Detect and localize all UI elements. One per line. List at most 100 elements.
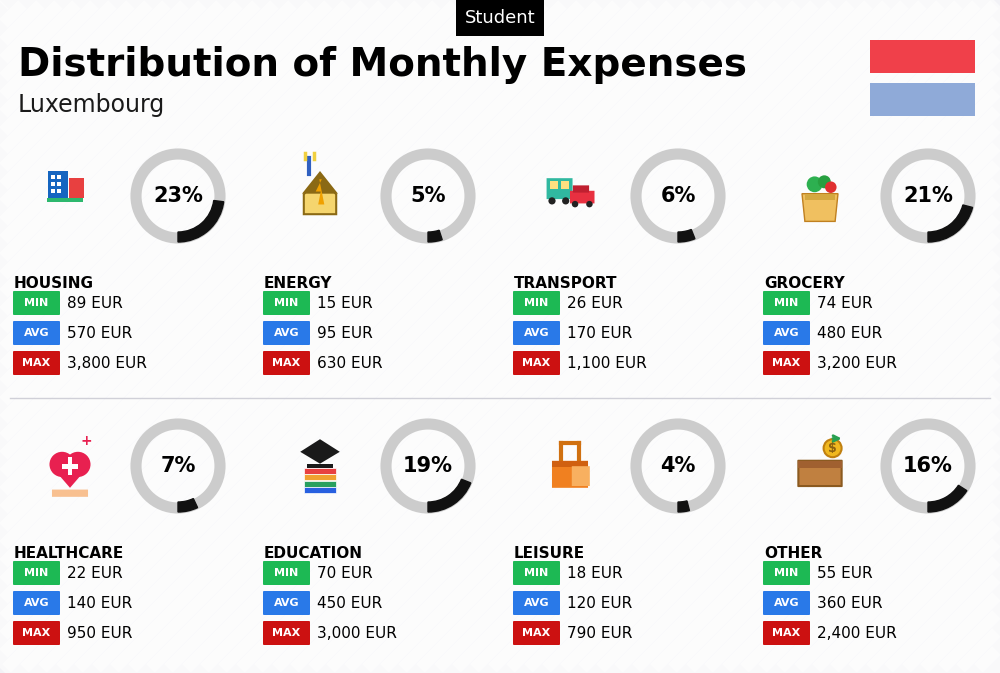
FancyBboxPatch shape: [798, 461, 842, 468]
Text: 1,100 EUR: 1,100 EUR: [567, 355, 647, 371]
Wedge shape: [178, 201, 224, 242]
FancyBboxPatch shape: [805, 194, 835, 200]
FancyBboxPatch shape: [763, 351, 810, 375]
Text: 16%: 16%: [903, 456, 953, 476]
Text: 22 EUR: 22 EUR: [67, 565, 123, 581]
Text: AVG: AVG: [24, 598, 49, 608]
Text: 95 EUR: 95 EUR: [317, 326, 373, 341]
Text: 89 EUR: 89 EUR: [67, 295, 123, 310]
Text: 570 EUR: 570 EUR: [67, 326, 132, 341]
FancyBboxPatch shape: [263, 591, 310, 615]
Text: 15 EUR: 15 EUR: [317, 295, 373, 310]
Text: GROCERY: GROCERY: [764, 276, 845, 291]
Text: 19%: 19%: [403, 456, 453, 476]
Wedge shape: [928, 205, 973, 242]
Text: MIN: MIN: [774, 298, 799, 308]
FancyBboxPatch shape: [304, 474, 336, 481]
FancyBboxPatch shape: [57, 189, 61, 193]
Text: 140 EUR: 140 EUR: [67, 596, 132, 610]
Wedge shape: [928, 485, 967, 512]
FancyBboxPatch shape: [552, 461, 588, 467]
Text: 21%: 21%: [903, 186, 953, 206]
Text: OTHER: OTHER: [764, 546, 822, 561]
Text: MAX: MAX: [22, 358, 51, 368]
Circle shape: [586, 201, 593, 207]
FancyBboxPatch shape: [57, 182, 61, 186]
FancyBboxPatch shape: [48, 171, 68, 198]
Polygon shape: [51, 466, 89, 488]
Polygon shape: [802, 194, 838, 221]
Text: MIN: MIN: [24, 568, 49, 578]
Text: 790 EUR: 790 EUR: [567, 625, 632, 641]
FancyBboxPatch shape: [304, 468, 336, 474]
Text: +: +: [80, 434, 92, 448]
FancyBboxPatch shape: [13, 621, 60, 645]
Text: MIN: MIN: [24, 298, 49, 308]
FancyBboxPatch shape: [68, 457, 72, 475]
FancyBboxPatch shape: [513, 291, 560, 315]
FancyBboxPatch shape: [573, 185, 589, 192]
FancyBboxPatch shape: [263, 561, 310, 585]
Text: 70 EUR: 70 EUR: [317, 565, 373, 581]
Text: 18 EUR: 18 EUR: [567, 565, 623, 581]
Text: MAX: MAX: [772, 628, 801, 638]
Text: MIN: MIN: [274, 568, 299, 578]
Text: MIN: MIN: [524, 298, 549, 308]
FancyBboxPatch shape: [513, 591, 560, 615]
Text: 3,000 EUR: 3,000 EUR: [317, 625, 397, 641]
Text: EDUCATION: EDUCATION: [264, 546, 363, 561]
Text: Distribution of Monthly Expenses: Distribution of Monthly Expenses: [18, 46, 747, 84]
Text: MAX: MAX: [272, 358, 301, 368]
FancyBboxPatch shape: [513, 561, 560, 585]
Circle shape: [807, 176, 823, 192]
Circle shape: [818, 176, 831, 188]
FancyBboxPatch shape: [870, 40, 975, 73]
Circle shape: [562, 197, 569, 205]
Text: 7%: 7%: [160, 456, 196, 476]
Text: HOUSING: HOUSING: [14, 276, 94, 291]
Circle shape: [65, 452, 91, 477]
Text: 5%: 5%: [410, 186, 446, 206]
Text: Student: Student: [465, 9, 535, 27]
FancyBboxPatch shape: [763, 561, 810, 585]
FancyBboxPatch shape: [763, 321, 810, 345]
Polygon shape: [300, 439, 340, 464]
Text: Luxembourg: Luxembourg: [18, 93, 165, 117]
Text: AVG: AVG: [274, 328, 299, 338]
Wedge shape: [428, 479, 471, 512]
FancyBboxPatch shape: [870, 83, 975, 116]
Text: MAX: MAX: [22, 628, 51, 638]
Text: 74 EUR: 74 EUR: [817, 295, 873, 310]
FancyBboxPatch shape: [570, 190, 594, 203]
Text: 55 EUR: 55 EUR: [817, 565, 873, 581]
Polygon shape: [304, 174, 336, 214]
Text: HEALTHCARE: HEALTHCARE: [14, 546, 124, 561]
Text: 170 EUR: 170 EUR: [567, 326, 632, 341]
FancyBboxPatch shape: [763, 291, 810, 315]
FancyBboxPatch shape: [550, 181, 558, 188]
Text: MIN: MIN: [274, 298, 299, 308]
Circle shape: [572, 201, 578, 207]
Text: AVG: AVG: [274, 598, 299, 608]
Text: ENERGY: ENERGY: [264, 276, 332, 291]
FancyBboxPatch shape: [513, 351, 560, 375]
FancyBboxPatch shape: [798, 461, 842, 486]
Polygon shape: [302, 171, 338, 194]
Text: MIN: MIN: [524, 568, 549, 578]
Text: 3,800 EUR: 3,800 EUR: [67, 355, 147, 371]
FancyBboxPatch shape: [69, 178, 84, 198]
FancyBboxPatch shape: [513, 321, 560, 345]
FancyBboxPatch shape: [307, 464, 333, 468]
Wedge shape: [178, 499, 198, 512]
FancyBboxPatch shape: [304, 481, 336, 487]
FancyBboxPatch shape: [51, 182, 55, 186]
FancyBboxPatch shape: [561, 181, 569, 188]
FancyBboxPatch shape: [263, 321, 310, 345]
FancyBboxPatch shape: [51, 189, 55, 193]
FancyBboxPatch shape: [547, 178, 573, 199]
Circle shape: [548, 197, 556, 205]
Text: AVG: AVG: [24, 328, 49, 338]
FancyBboxPatch shape: [263, 351, 310, 375]
Text: MAX: MAX: [522, 628, 551, 638]
Circle shape: [825, 182, 837, 193]
